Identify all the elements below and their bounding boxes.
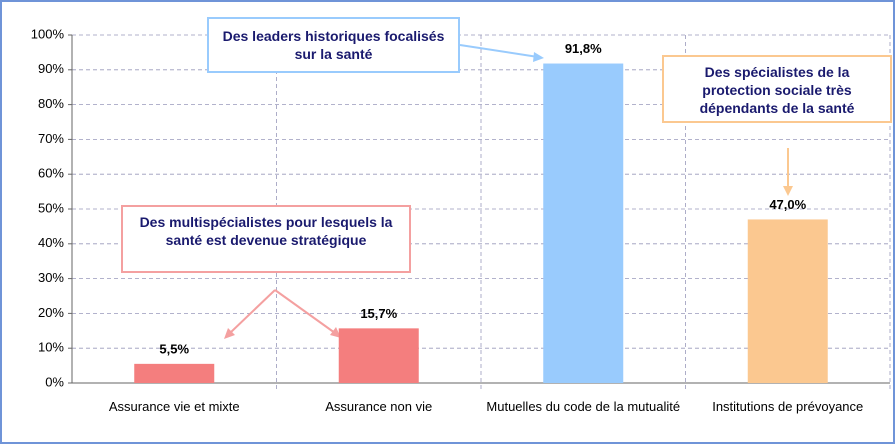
bar [543,63,624,383]
arrow [229,289,276,334]
x-tick-label: Assurance non vie [325,399,433,414]
value-label: 91,8% [565,41,602,56]
annotation: Des leaders historiques focalisés sur la… [207,17,460,73]
arrow-head [224,328,235,339]
y-tick-label: 20% [38,305,64,320]
x-tick-label: Mutuelles du code de la mutualité [486,399,681,414]
bar [747,219,828,383]
arrow-head [533,52,544,62]
bar [338,328,419,383]
y-tick-label: 50% [38,200,64,215]
arrow-head [783,186,793,196]
arrow-head [330,327,341,338]
bar [134,363,215,383]
y-tick-label: 10% [38,340,64,355]
x-tick-label: Institutions de prévoyance [712,399,864,414]
y-tick-label: 90% [38,61,64,76]
value-label: 47,0% [769,197,806,212]
y-tick-label: 70% [38,131,64,146]
x-tick-label: Assurance vie et mixte [108,399,240,414]
value-label: 15,7% [360,306,397,321]
arrow [274,289,336,334]
y-tick-label: 30% [38,270,64,285]
annotation: Des multispécialistes pour lesquels la s… [121,205,411,273]
arrow [459,44,539,58]
value-label: 5,5% [159,341,189,356]
y-tick-label: 60% [38,166,64,181]
y-tick-label: 80% [38,96,64,111]
annotation: Des spécialistes de la protection social… [662,55,892,123]
y-tick-label: 0% [45,374,64,389]
y-tick-label: 100% [31,26,65,41]
y-tick-label: 40% [38,235,64,250]
